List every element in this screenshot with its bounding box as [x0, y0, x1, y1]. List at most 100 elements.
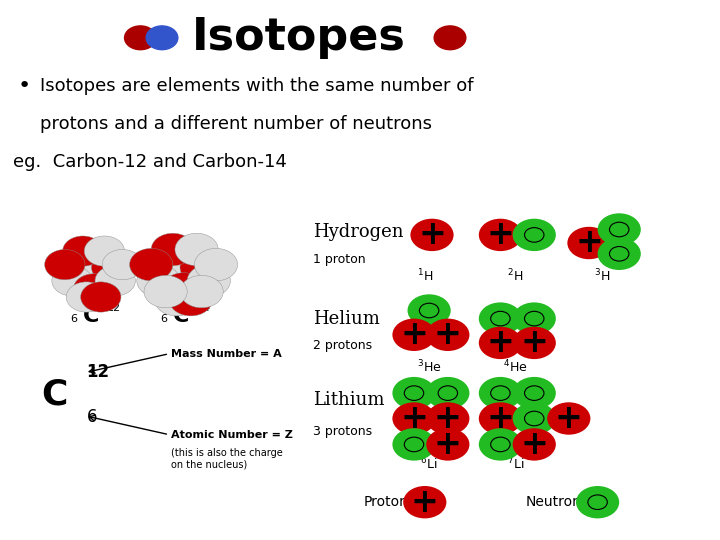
Circle shape	[73, 274, 114, 304]
Circle shape	[180, 251, 223, 284]
Text: Isotopes are elements with the same number of: Isotopes are elements with the same numb…	[40, 77, 473, 96]
Text: +: +	[487, 218, 514, 252]
Circle shape	[162, 273, 205, 305]
Text: $^7$Li: $^7$Li	[507, 456, 524, 472]
Text: Lithium: Lithium	[313, 390, 384, 409]
Text: Proton:: Proton:	[364, 495, 413, 509]
Text: $\mathbf{C}$: $\mathbf{C}$	[81, 306, 99, 326]
Text: 2 protons: 2 protons	[313, 339, 372, 352]
Text: +: +	[555, 402, 582, 435]
Text: protons and a different number of neutrons: protons and a different number of neutro…	[40, 115, 431, 133]
Text: 6: 6	[70, 314, 77, 323]
Circle shape	[144, 251, 187, 284]
Circle shape	[155, 284, 198, 316]
Circle shape	[598, 213, 641, 246]
Text: +: +	[575, 226, 603, 260]
Text: Isotopes: Isotopes	[192, 16, 406, 59]
Circle shape	[479, 428, 522, 461]
Circle shape	[513, 327, 556, 359]
Circle shape	[55, 252, 96, 282]
Circle shape	[410, 219, 454, 251]
Text: $^4$He: $^4$He	[503, 359, 528, 375]
Circle shape	[63, 236, 103, 266]
Text: (this is also the charge
on the nucleus): (this is also the charge on the nucleus)	[171, 448, 283, 470]
Circle shape	[567, 227, 611, 259]
Circle shape	[137, 265, 180, 297]
Circle shape	[479, 302, 522, 335]
Text: $^3$He: $^3$He	[417, 359, 441, 375]
Text: 6: 6	[86, 408, 97, 426]
Text: +: +	[487, 326, 514, 360]
Circle shape	[576, 486, 619, 518]
Text: +: +	[434, 402, 462, 435]
Circle shape	[162, 243, 205, 275]
Circle shape	[392, 377, 436, 409]
Circle shape	[45, 249, 85, 280]
Text: Hydrogen: Hydrogen	[313, 223, 404, 241]
Text: $\mathbf{C}$: $\mathbf{C}$	[171, 306, 189, 326]
Text: +: +	[487, 402, 514, 435]
Circle shape	[479, 377, 522, 409]
Text: •: •	[18, 76, 31, 97]
Circle shape	[130, 248, 173, 281]
Text: Helium: Helium	[313, 309, 380, 328]
Circle shape	[52, 266, 92, 296]
Circle shape	[513, 302, 556, 335]
Text: +: +	[411, 485, 438, 519]
Text: +: +	[400, 318, 428, 352]
Circle shape	[392, 428, 436, 461]
Circle shape	[84, 236, 125, 266]
Circle shape	[187, 265, 230, 297]
Circle shape	[479, 219, 522, 251]
Text: +: +	[400, 402, 428, 435]
Circle shape	[151, 233, 194, 266]
Text: Neutron:: Neutron:	[526, 495, 586, 509]
Text: $^3$H: $^3$H	[594, 268, 610, 285]
Circle shape	[513, 377, 556, 409]
Circle shape	[513, 402, 556, 435]
Text: $\mathbf{C}$: $\mathbf{C}$	[41, 377, 67, 411]
Circle shape	[392, 319, 436, 351]
Circle shape	[426, 319, 469, 351]
Text: 12: 12	[107, 303, 121, 313]
Text: +: +	[418, 218, 446, 252]
Text: 14: 14	[197, 303, 211, 313]
Text: Atomic Number = Z: Atomic Number = Z	[171, 430, 293, 440]
Text: 3 protons: 3 protons	[313, 426, 372, 438]
Circle shape	[479, 327, 522, 359]
Circle shape	[102, 249, 143, 280]
Circle shape	[73, 244, 114, 274]
Circle shape	[403, 486, 446, 518]
Text: $^1$H: $^1$H	[417, 268, 433, 285]
Circle shape	[426, 428, 469, 461]
Text: $^6$Li: $^6$Li	[420, 456, 438, 472]
Circle shape	[434, 26, 466, 50]
Text: +: +	[521, 428, 548, 461]
Circle shape	[180, 275, 223, 308]
Text: +: +	[521, 326, 548, 360]
Circle shape	[598, 238, 641, 270]
Circle shape	[513, 219, 556, 251]
Circle shape	[547, 402, 590, 435]
Circle shape	[66, 282, 107, 312]
Text: +: +	[434, 318, 462, 352]
Circle shape	[194, 248, 238, 281]
Circle shape	[479, 402, 522, 435]
Circle shape	[144, 275, 187, 308]
Text: +: +	[434, 428, 462, 461]
Circle shape	[91, 252, 132, 282]
Circle shape	[392, 402, 436, 435]
Circle shape	[426, 377, 469, 409]
Text: $^2$H: $^2$H	[508, 268, 523, 285]
Text: 6: 6	[160, 314, 167, 323]
Circle shape	[513, 428, 556, 461]
Text: 1 proton: 1 proton	[313, 253, 366, 266]
Circle shape	[169, 284, 212, 316]
Text: 12: 12	[86, 362, 109, 381]
Text: eg.  Carbon-12 and Carbon-14: eg. Carbon-12 and Carbon-14	[13, 153, 287, 171]
Circle shape	[426, 402, 469, 435]
Circle shape	[95, 266, 135, 296]
Circle shape	[175, 233, 218, 266]
Text: Mass Number = A: Mass Number = A	[171, 349, 282, 359]
Circle shape	[146, 26, 178, 50]
